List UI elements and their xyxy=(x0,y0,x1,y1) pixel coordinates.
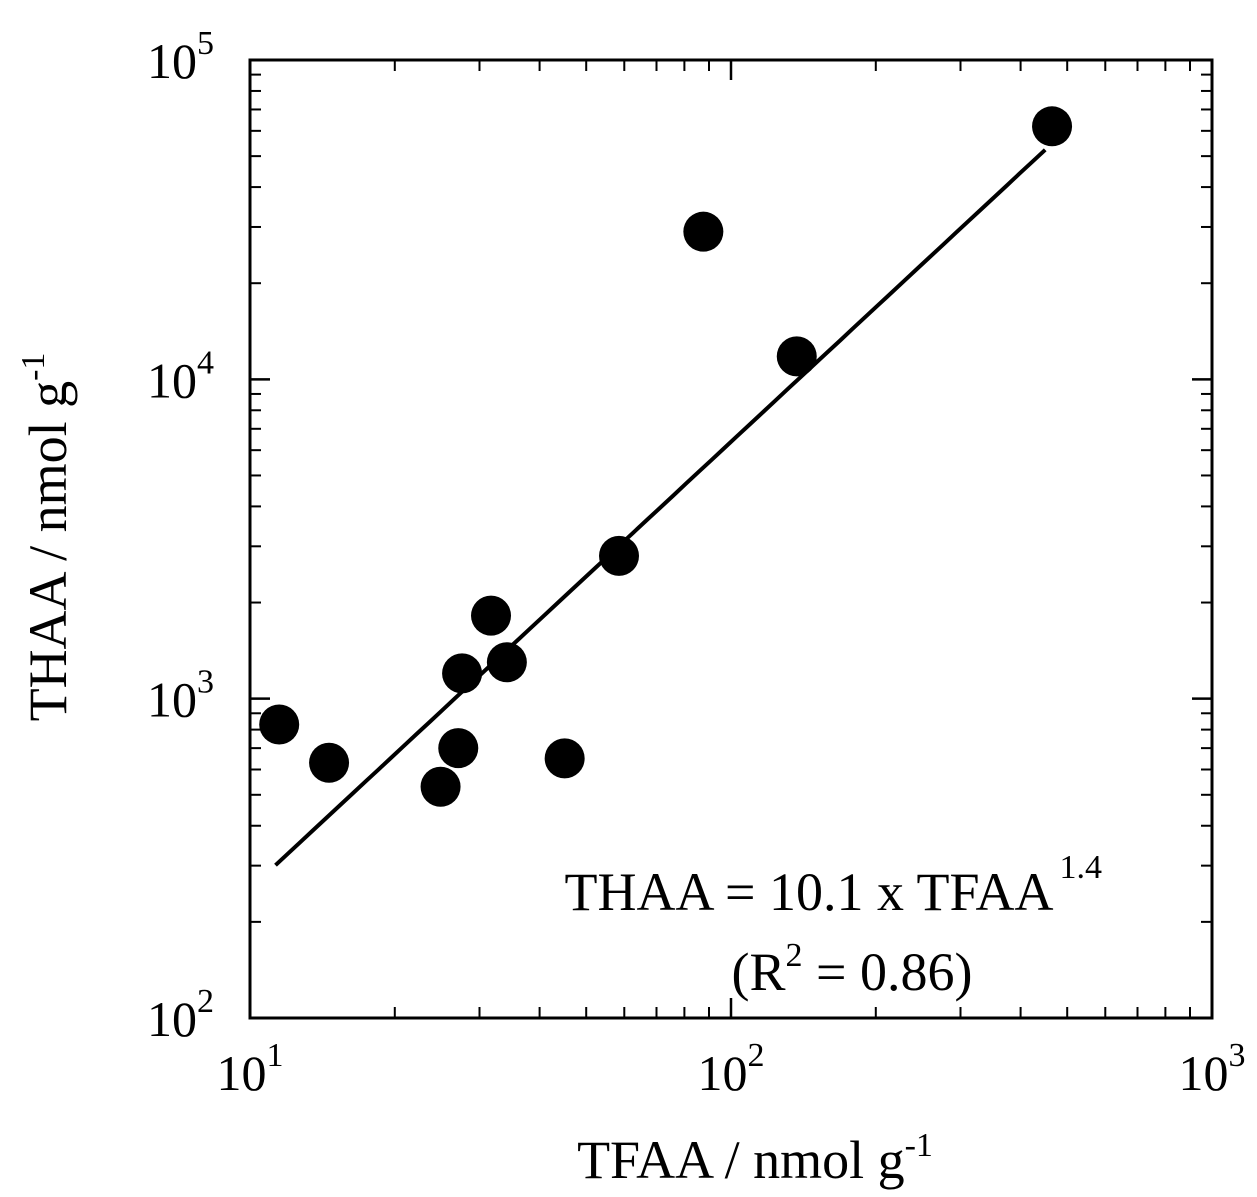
plot-frame xyxy=(248,58,1214,1020)
fit-layer xyxy=(274,148,1047,867)
r-squared-label: (R2 = 0.86) xyxy=(732,937,973,1002)
fit-line xyxy=(274,148,1047,867)
data-point xyxy=(486,642,527,683)
data-point xyxy=(438,728,479,769)
y-tick-label: 105 xyxy=(147,25,214,89)
data-point xyxy=(420,766,461,807)
data-point xyxy=(776,336,817,377)
x-tick-label: 101 xyxy=(217,1037,284,1101)
y-tick-label: 104 xyxy=(147,344,214,408)
data-point xyxy=(309,742,350,783)
fit-equation: THAA = 10.1 x TFAA 1.4 xyxy=(565,849,1102,922)
x-tick-label: 102 xyxy=(698,1037,765,1101)
minor-ticks xyxy=(250,60,1212,1018)
data-point xyxy=(683,211,724,252)
y-tick-label: 103 xyxy=(147,664,214,728)
data-point xyxy=(471,595,512,636)
y-axis-label: THAA / nmol g-1 xyxy=(15,353,78,722)
data-point xyxy=(599,535,640,576)
x-tick-label: 103 xyxy=(1179,1037,1246,1101)
points-layer xyxy=(259,106,1073,807)
data-point xyxy=(544,738,585,779)
x-axis-label: TFAA / nmol g-1 xyxy=(577,1127,933,1190)
data-point xyxy=(1032,106,1073,147)
data-point xyxy=(442,653,483,694)
data-point xyxy=(259,704,300,745)
y-tick-label: 102 xyxy=(147,983,214,1047)
